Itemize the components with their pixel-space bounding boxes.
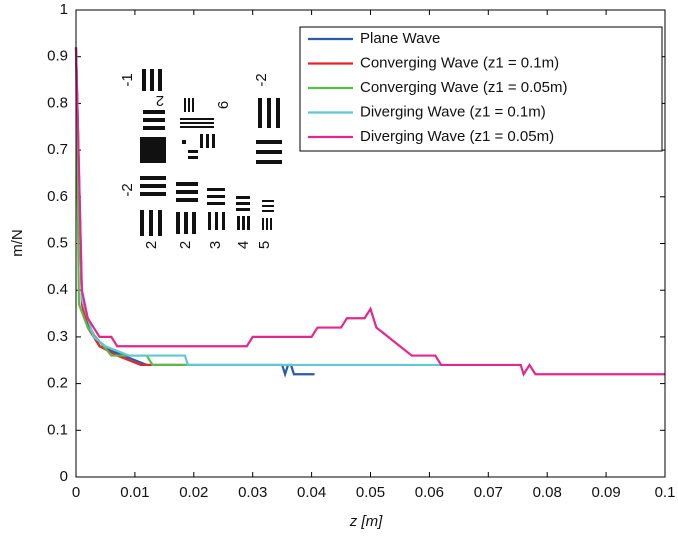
x-tick-label: 0.01 — [120, 484, 149, 501]
data-line — [74, 47, 442, 367]
y-tick-label: 1 — [60, 1, 68, 18]
inset-label: -2 — [253, 73, 270, 86]
x-tick-label: 0.07 — [474, 484, 503, 501]
y-axis-label: m/N — [9, 229, 26, 257]
x-tick-label: 0.04 — [297, 484, 326, 501]
legend-label: Diverging Wave (z1 = 0.1m) — [360, 103, 546, 120]
inset-label: 3 — [207, 241, 224, 249]
x-tick-label: 0.08 — [533, 484, 562, 501]
legend-label: Plane Wave — [360, 30, 440, 47]
y-tick-label: 0.4 — [47, 281, 68, 298]
inset-label: 2 — [143, 241, 160, 249]
x-tick-label: 0.02 — [179, 484, 208, 501]
inset-label: 5 — [256, 241, 273, 249]
y-tick-label: 0.8 — [47, 94, 68, 111]
inset-label: 2 — [156, 92, 164, 109]
inset-label: 4 — [235, 241, 252, 249]
inset-label: 2 — [177, 241, 194, 249]
y-tick-label: 0.2 — [47, 375, 68, 392]
legend-box — [299, 26, 663, 152]
x-tick-label: 0 — [72, 484, 80, 501]
x-tick-label: 0.03 — [238, 484, 267, 501]
inset-labels: -1 2 -2 2 -2 2 3 4 5 6 — [119, 73, 273, 249]
data-line — [74, 47, 665, 377]
y-tick-label: 0.9 — [47, 48, 68, 65]
data-line — [74, 47, 183, 367]
legend-label: Converging Wave (z1 = 0.05m) — [360, 79, 567, 96]
y-tick-label: 0.6 — [47, 188, 68, 205]
y-tick-label: 0.3 — [47, 328, 68, 345]
y-tick-label: 0.1 — [47, 421, 68, 438]
y-tick-label: 0 — [60, 468, 68, 485]
y-tick-label: 0.5 — [47, 234, 68, 251]
legend-label: Diverging Wave (z1 = 0.05m) — [360, 128, 554, 145]
data-line — [74, 47, 188, 367]
x-tick-label: 0.09 — [591, 484, 620, 501]
inset-label: 6 — [215, 101, 232, 109]
inset-target — [140, 69, 282, 236]
x-axis-label: z [m] — [349, 513, 383, 530]
plot-frame — [75, 9, 666, 478]
x-tick-label: 0.06 — [415, 484, 444, 501]
inset-label: -2 — [119, 183, 136, 196]
x-tick-label: 0.1 — [655, 484, 676, 501]
x-tick-label: 0.05 — [356, 484, 385, 501]
legend-label: Converging Wave (z1 = 0.1m) — [360, 54, 559, 71]
inset-label: -1 — [119, 73, 136, 86]
data-line — [74, 47, 315, 378]
y-tick-label: 0.7 — [47, 141, 68, 158]
